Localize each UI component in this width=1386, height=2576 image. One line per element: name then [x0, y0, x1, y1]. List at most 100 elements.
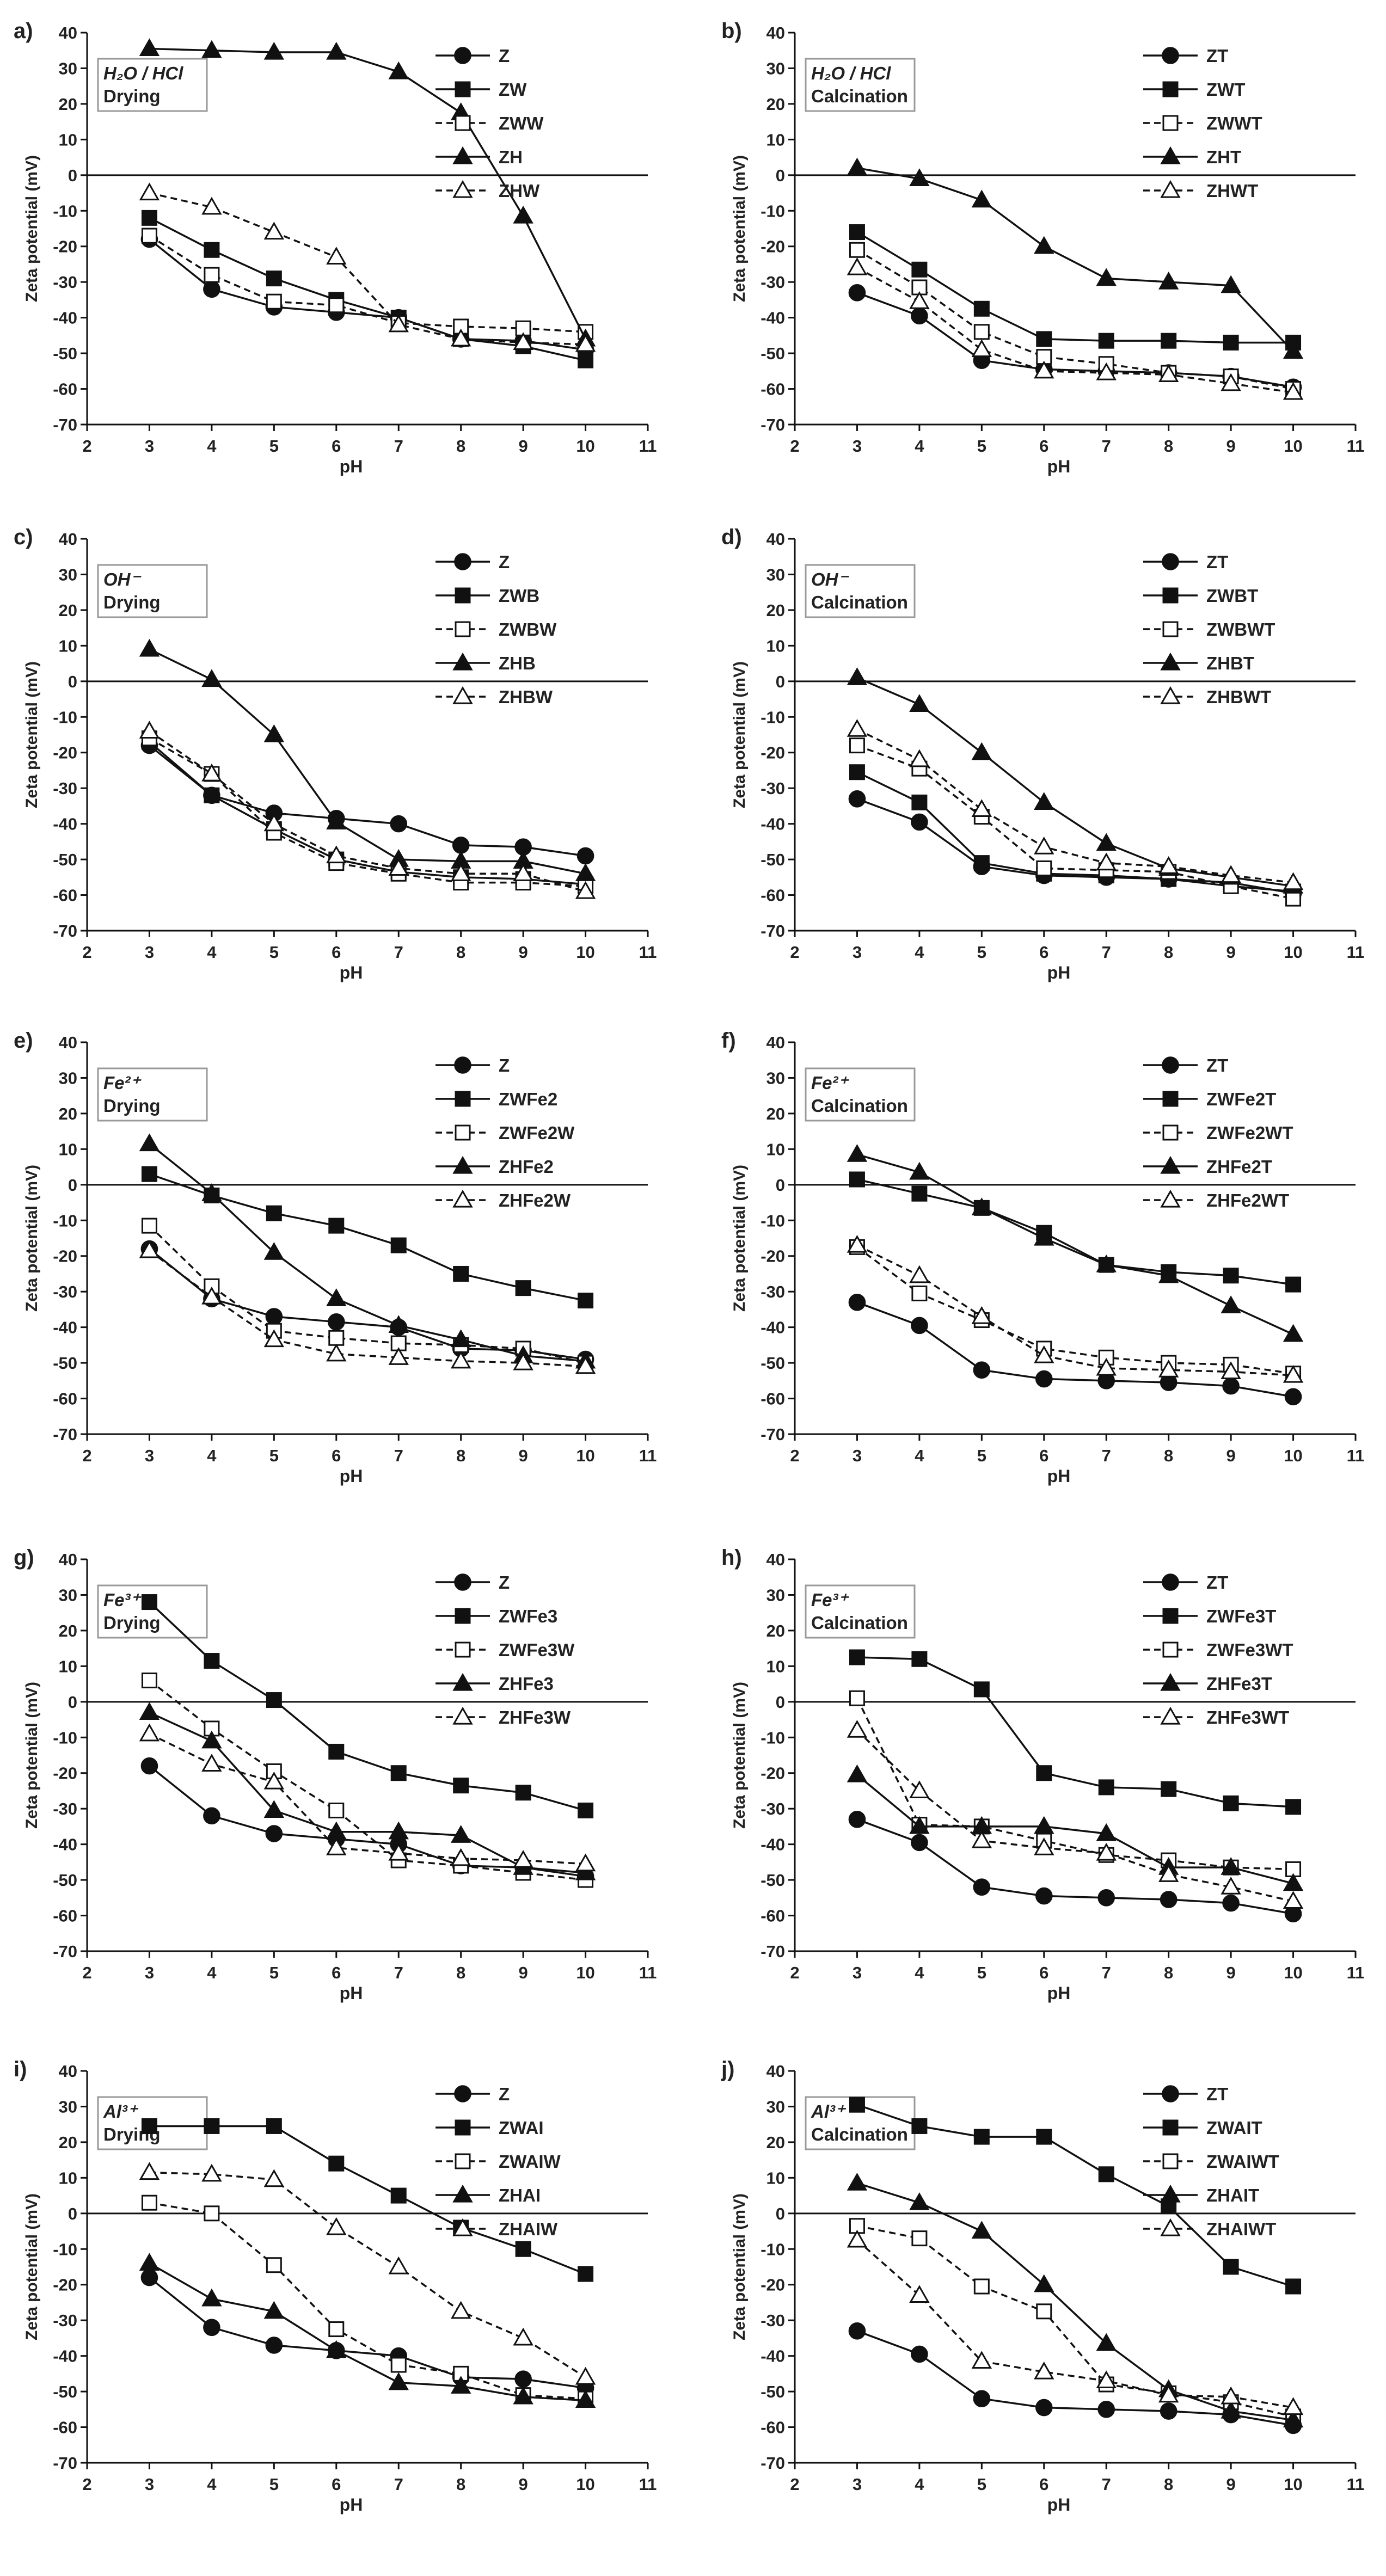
- y-tick-label: 40: [59, 1550, 77, 1569]
- data-point: [201, 2163, 222, 2182]
- panel-f: f) 40 30 20 10 0 -10 -20 -30 -40 -50 -60 -70 2 3 4 5 6 7 8 9…: [721, 1029, 1364, 1486]
- data-point: [326, 1821, 347, 1840]
- x-tick-label: 4: [915, 2475, 924, 2494]
- y-tick-label: 0: [68, 1693, 77, 1712]
- x-tick-label: 11: [1347, 2475, 1365, 2494]
- data-point: [1034, 360, 1054, 379]
- data-point: [1158, 1864, 1179, 1882]
- data-point: [263, 41, 285, 60]
- y-tick-label: -20: [53, 2276, 77, 2295]
- series-ZHT: [847, 157, 1304, 359]
- x-tick-label: 3: [145, 436, 154, 456]
- legend-label: ZHFe2W: [499, 1190, 571, 1210]
- legend-marker: [455, 2119, 471, 2136]
- data-point: [1223, 2259, 1239, 2275]
- legend-marker: [1162, 115, 1179, 131]
- series-line: [856, 1246, 1293, 1375]
- data-point: [1285, 1276, 1302, 1293]
- x-tick-label: 5: [269, 943, 279, 962]
- data-point: [578, 2266, 594, 2282]
- y-tick-label: 30: [59, 1585, 77, 1604]
- legend-marker: [452, 2218, 473, 2236]
- x-tick-label: 2: [790, 1446, 799, 1465]
- data-point: [848, 1294, 866, 1311]
- data-point: [201, 40, 222, 58]
- data-point: [326, 41, 347, 60]
- x-axis-title: pH: [340, 963, 363, 982]
- data-point: [263, 1329, 285, 1348]
- legend-marker: [1162, 1641, 1179, 1658]
- y-tick-label: -40: [761, 1835, 785, 1854]
- legend-marker: [452, 1673, 473, 1691]
- data-point: [141, 2118, 157, 2134]
- series-ZT: [848, 2322, 1302, 2434]
- y-tick-label: 20: [766, 95, 785, 114]
- series-line: [149, 1711, 586, 1874]
- panel-label: i): [14, 2057, 27, 2081]
- data-point: [328, 1330, 345, 1346]
- y-tick-label: 40: [766, 530, 785, 549]
- data-point: [201, 669, 222, 687]
- condition-treatment: Fe²⁺: [103, 1073, 142, 1093]
- legend-marker: [1162, 2085, 1179, 2102]
- data-point: [849, 1690, 865, 1706]
- legend-label: ZHFe2T: [1206, 1157, 1272, 1177]
- data-point: [575, 2366, 596, 2385]
- legend-marker: [452, 1706, 473, 1725]
- data-point: [849, 2097, 865, 2113]
- y-tick-label: 40: [59, 530, 77, 549]
- legend-marker: [455, 1124, 471, 1141]
- data-point: [515, 1280, 531, 1296]
- legend: ZT ZWT ZWWT ZHT ZHWT: [1143, 46, 1262, 201]
- x-axis-title: pH: [340, 457, 363, 476]
- legend-label: ZT: [1206, 1055, 1228, 1075]
- x-tick-label: 4: [207, 1963, 217, 1982]
- legend: Z ZWFe3 ZWFe3W ZHFe3 ZHFe3W: [436, 1572, 575, 1727]
- y-tick-label: -60: [53, 886, 77, 905]
- legend-label: ZHFe2WT: [1206, 1190, 1289, 1210]
- legend-label: ZHAIT: [1206, 2185, 1259, 2205]
- data-point: [265, 2337, 283, 2354]
- legend-marker: [454, 2085, 471, 2102]
- data-point: [1284, 1388, 1302, 1406]
- legend-label: Z: [499, 552, 510, 572]
- series-ZHFe2WT: [847, 1234, 1304, 1383]
- x-tick-label: 7: [1102, 2475, 1111, 2494]
- legend-marker: [455, 1091, 471, 1107]
- y-tick-label: 30: [59, 565, 77, 584]
- data-point: [1096, 2370, 1117, 2389]
- data-point: [201, 1730, 222, 1749]
- series-ZT: [848, 1811, 1302, 1923]
- series-line: [149, 1173, 586, 1302]
- legend-label: ZHB: [499, 653, 536, 673]
- legend-label: ZT: [1206, 2084, 1228, 2104]
- legend-label: ZHAI: [499, 2185, 541, 2205]
- data-point: [1283, 1324, 1304, 1342]
- legend-label: ZWFe2: [499, 1089, 557, 1109]
- x-tick-label: 4: [915, 1446, 924, 1465]
- condition-treatment: Fe²⁺: [811, 1073, 850, 1093]
- x-tick-label: 6: [1039, 436, 1048, 456]
- series-ZHFe3W: [139, 1723, 596, 1872]
- legend-marker: [452, 652, 473, 671]
- condition-process: Calcination: [811, 1096, 908, 1116]
- x-tick-label: 8: [456, 1446, 465, 1465]
- y-axis-title: Zeta potential (mV): [731, 1682, 749, 1829]
- data-point: [204, 267, 220, 283]
- x-tick-label: 7: [394, 2475, 403, 2494]
- data-point: [575, 334, 596, 352]
- data-point: [328, 1802, 345, 1818]
- series-line: [149, 2277, 586, 2389]
- legend-label: ZT: [1206, 552, 1228, 572]
- data-point: [263, 2169, 285, 2187]
- legend-label: ZHFe3W: [499, 1707, 571, 1727]
- y-tick-label: -20: [53, 237, 77, 256]
- data-point: [1158, 272, 1179, 290]
- legend-marker: [455, 1641, 471, 1658]
- x-tick-label: 4: [915, 943, 924, 962]
- x-tick-label: 10: [1284, 943, 1302, 962]
- series-ZWAIW: [141, 2194, 594, 2407]
- x-tick-label: 10: [576, 436, 594, 456]
- data-point: [1221, 1295, 1241, 1313]
